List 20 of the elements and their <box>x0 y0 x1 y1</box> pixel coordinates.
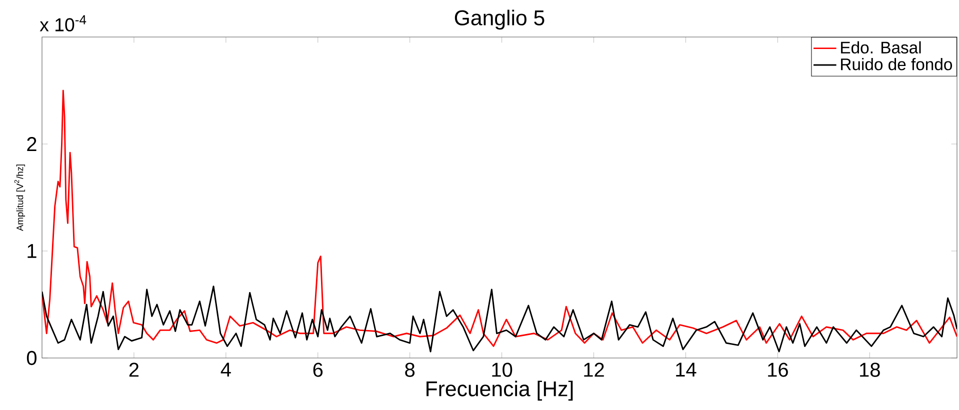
y-tick-label: 0 <box>26 350 36 366</box>
chart-title: Ganglio 5 <box>454 10 544 30</box>
x-tick-label: 18 <box>860 362 880 377</box>
x-tick-label: 2 <box>129 362 139 377</box>
x-tick-label: 6 <box>313 362 323 377</box>
x-tick-label: 14 <box>676 362 696 376</box>
legend-label: Ruido de fondo <box>841 58 952 70</box>
x-tick-label: 16 <box>768 362 788 377</box>
legend-label: Edo. Basal <box>841 41 921 54</box>
y-tick-label: 1 <box>28 244 36 258</box>
line-series <box>42 286 958 352</box>
line-series <box>42 90 958 347</box>
x-axis-title: Frecuencia [Hz] <box>426 380 573 401</box>
y-tick-label: 2 <box>27 137 36 151</box>
x-tick-label: 10 <box>492 362 512 377</box>
x-tick-label: 4 <box>220 362 231 376</box>
y-axis-title: Amplitud [V$^{2}$/hz] <box>14 164 26 232</box>
x-tick-label: 12 <box>584 362 604 377</box>
text: x 10$^{-4}$ <box>40 15 86 32</box>
x-tick-label: 8 <box>405 362 415 377</box>
